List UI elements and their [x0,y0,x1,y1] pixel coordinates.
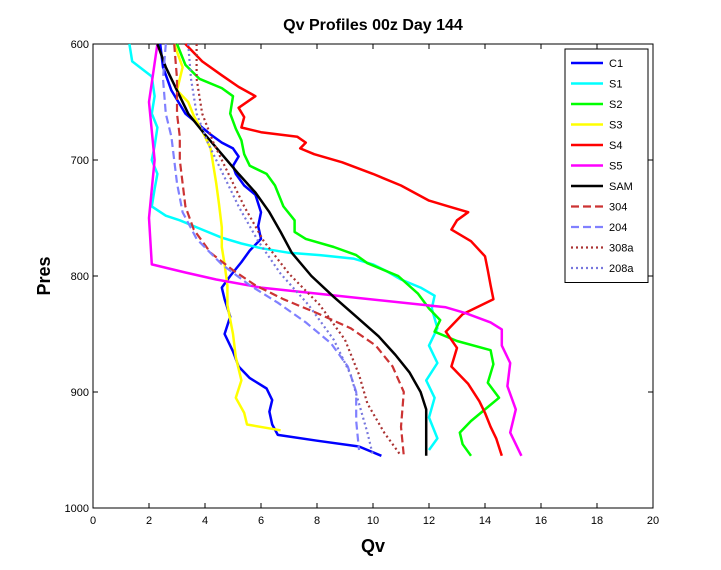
x-tick-label: 14 [479,515,491,527]
x-axis-label: Qv [361,536,385,556]
x-tick-label: 20 [647,515,659,527]
x-tick-label: 10 [367,515,379,527]
series-line-c1 [158,43,382,457]
y-tick-label: 900 [71,387,89,399]
legend-label-208a: 208a [609,263,634,275]
legend-label-308a: 308a [609,243,634,255]
series-lines [128,43,523,457]
x-tick-label: 16 [535,515,547,527]
series-line-s2 [175,43,501,457]
series-line-s3 [173,43,281,432]
legend-label-s2: S2 [609,99,622,111]
x-tick-label: 18 [591,515,603,527]
y-axis-label: Pres [34,256,54,295]
legend-label-s5: S5 [609,161,622,173]
legend-label-c1: C1 [609,58,623,70]
axis-ticks: 0 2 4 6 8 10 12 14 16 18 20 600 700 800 900 1000 [65,39,660,527]
series-line-sam [156,43,428,456]
x-tick-label: 2 [146,515,152,527]
y-tick-label: 800 [71,271,89,283]
series-line-s1 [128,43,439,451]
y-tick-label: 600 [71,39,89,51]
y-tick-label: 1000 [65,503,89,515]
chart-title: Qv Profiles 00z Day 144 [283,17,463,34]
series-line-s5 [147,43,523,457]
x-tick-label: 6 [258,515,264,527]
x-tick-label: 4 [202,515,208,527]
legend: C1 S1 S2 S3 S4 S5 SAM 304 204 308a 208a [564,48,649,283]
x-tick-label: 0 [90,515,96,527]
plot-area [92,43,654,509]
series-line-208a [187,43,375,457]
series-line-304 [173,43,405,456]
legend-label-s3: S3 [609,120,622,132]
series-line-s4 [184,43,503,457]
legend-label-sam: SAM [609,181,633,193]
legend-label-s4: S4 [609,140,622,152]
x-tick-label: 8 [314,515,320,527]
series-line-308a [195,44,402,457]
y-tick-label: 700 [71,155,89,167]
x-tick-label: 12 [423,515,435,527]
legend-label-304: 304 [609,202,627,214]
legend-label-204: 204 [609,222,627,234]
legend-label-s1: S1 [609,79,622,91]
